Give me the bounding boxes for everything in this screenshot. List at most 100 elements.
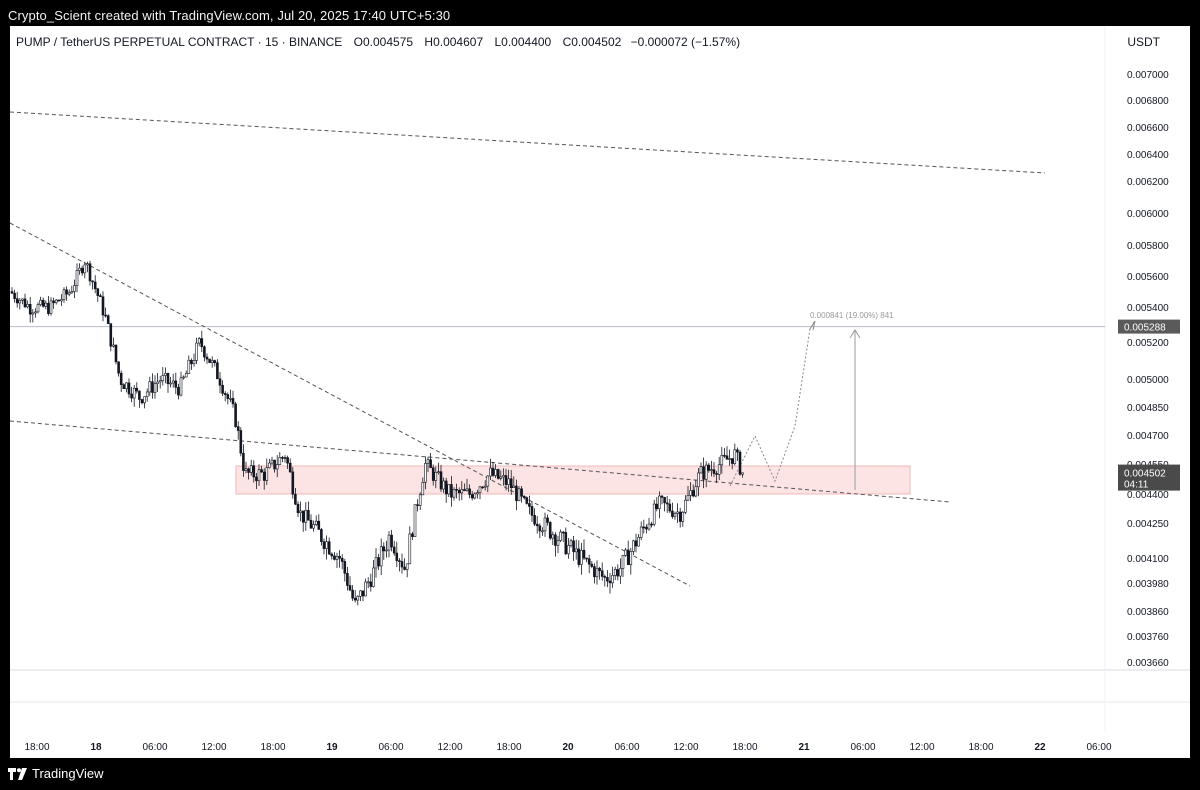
candle bbox=[496, 468, 500, 480]
candle-body bbox=[346, 573, 349, 586]
candle-body bbox=[299, 510, 302, 514]
candle-body bbox=[187, 359, 191, 374]
candle bbox=[699, 462, 703, 474]
candle-body bbox=[473, 493, 477, 499]
candle-body bbox=[39, 299, 42, 305]
candle-body bbox=[613, 569, 617, 576]
symbol-legend[interactable]: PUMP / TetherUS PERPETUAL CONTRACT · 15 … bbox=[16, 35, 740, 49]
candle bbox=[385, 540, 388, 558]
close-value: 0.004502 bbox=[571, 35, 622, 49]
candle bbox=[330, 552, 334, 560]
candle bbox=[182, 375, 185, 380]
high-value: 0.004607 bbox=[433, 35, 484, 49]
candle-body bbox=[665, 502, 669, 505]
candle bbox=[512, 476, 516, 488]
symbol-title[interactable]: PUMP / TetherUS PERPETUAL CONTRACT · 15 … bbox=[16, 35, 343, 49]
candle-body bbox=[288, 462, 292, 473]
candle bbox=[603, 574, 607, 587]
candle bbox=[213, 359, 217, 367]
price-tick: 0.005400 bbox=[1127, 303, 1169, 314]
candle-body bbox=[491, 467, 495, 476]
candle bbox=[247, 467, 250, 480]
candle-body bbox=[486, 475, 490, 487]
candle-body bbox=[231, 398, 235, 405]
candle bbox=[78, 263, 81, 275]
candle bbox=[509, 470, 513, 495]
candle-body bbox=[720, 454, 724, 466]
candle bbox=[382, 542, 386, 560]
candle bbox=[140, 398, 144, 405]
brand[interactable]: TradingView bbox=[8, 766, 104, 781]
candle bbox=[530, 501, 534, 522]
candle bbox=[533, 508, 536, 526]
candle-body bbox=[413, 504, 417, 537]
candle-body bbox=[686, 495, 690, 501]
price-axis: 0.007000 0.006800 0.006600 0.006400 0.006200… bbox=[1127, 70, 1169, 669]
candle bbox=[21, 298, 24, 305]
candle bbox=[187, 355, 191, 374]
candle bbox=[44, 300, 48, 310]
candle-body bbox=[62, 289, 66, 300]
candle-body bbox=[31, 312, 35, 315]
candle bbox=[405, 563, 409, 578]
countdown-text: 04:11 bbox=[1124, 480, 1149, 491]
candle-body bbox=[481, 486, 484, 489]
candle-body bbox=[668, 503, 672, 512]
projection-arrowhead bbox=[809, 320, 816, 331]
time-tick: 20 bbox=[562, 742, 574, 753]
brand-name: TradingView bbox=[32, 766, 104, 781]
chart-canvas[interactable]: 0.000841 (19.00%) 841 0.0070000.0068000.… bbox=[10, 26, 1190, 758]
candle bbox=[145, 388, 149, 402]
candle bbox=[593, 563, 596, 584]
candle-body bbox=[561, 531, 565, 534]
candle-body bbox=[707, 464, 711, 471]
candle bbox=[223, 391, 227, 402]
chart-panel[interactable]: 0.000841 (19.00%) 841 0.007000 0.006800 0.… bbox=[10, 26, 1190, 758]
candle-body bbox=[418, 494, 422, 506]
candle-body bbox=[616, 569, 620, 577]
candle-body bbox=[444, 480, 448, 495]
candle-body bbox=[392, 546, 396, 554]
candle-body bbox=[15, 298, 19, 304]
candle-body bbox=[338, 556, 341, 559]
candle-body bbox=[247, 468, 250, 473]
candle bbox=[205, 353, 209, 364]
candle-body bbox=[398, 560, 401, 562]
candle-body bbox=[587, 558, 591, 565]
candle-body bbox=[437, 471, 440, 473]
candle-body bbox=[223, 393, 227, 395]
candle-body bbox=[535, 523, 539, 527]
candle bbox=[559, 529, 562, 543]
candle bbox=[15, 291, 19, 308]
candle-body bbox=[244, 468, 248, 471]
candle-body bbox=[582, 549, 586, 559]
time-tick: 12:00 bbox=[909, 742, 934, 753]
candle bbox=[242, 444, 245, 477]
candle-body bbox=[400, 561, 404, 568]
candle-body bbox=[330, 553, 334, 557]
candle-body bbox=[101, 296, 105, 316]
candle-body bbox=[626, 549, 630, 565]
candle bbox=[109, 323, 113, 352]
candle-body bbox=[153, 383, 157, 393]
candle-body bbox=[517, 488, 521, 501]
candle-body bbox=[590, 563, 594, 567]
candle bbox=[361, 590, 365, 602]
candle-body bbox=[556, 540, 560, 546]
currency-label[interactable]: USDT bbox=[1127, 35, 1160, 49]
candle bbox=[320, 528, 323, 546]
candle bbox=[26, 300, 29, 309]
candle bbox=[80, 265, 84, 276]
candle bbox=[234, 401, 237, 428]
candle bbox=[166, 372, 170, 393]
candle bbox=[429, 452, 432, 469]
candle-body bbox=[268, 462, 271, 468]
candle-body bbox=[554, 534, 557, 546]
candle-body bbox=[86, 263, 89, 266]
time-tick: 12:00 bbox=[673, 742, 698, 753]
candle-body bbox=[148, 381, 152, 393]
candle bbox=[619, 558, 622, 584]
candle bbox=[546, 514, 549, 526]
candle bbox=[262, 468, 266, 490]
candle bbox=[244, 461, 248, 474]
